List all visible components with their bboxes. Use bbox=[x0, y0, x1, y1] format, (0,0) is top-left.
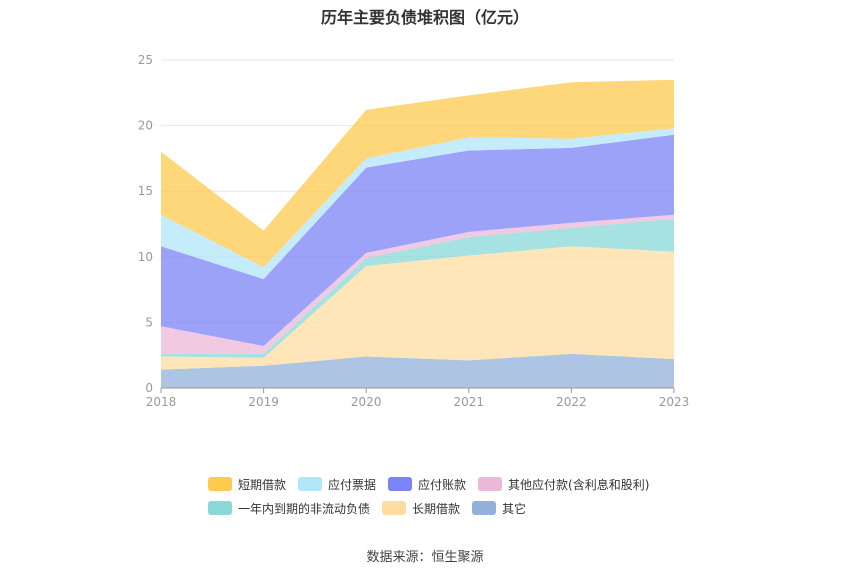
legend-label: 短期借款 bbox=[238, 477, 287, 492]
legend-label: 其他应付款(含利息和股利) bbox=[508, 477, 650, 492]
legend-item[interactable]: 长期借款 bbox=[382, 500, 460, 517]
area-series-1 bbox=[161, 246, 674, 370]
legend-item[interactable]: 其它 bbox=[472, 500, 526, 517]
legend-item[interactable]: 其他应付款(含利息和股利) bbox=[478, 476, 649, 493]
legend-swatch bbox=[478, 477, 503, 491]
x-tick-label: 2018 bbox=[146, 395, 177, 409]
x-tick-label: 2023 bbox=[659, 395, 690, 409]
area-series bbox=[161, 79, 674, 388]
legend-label: 长期借款 bbox=[412, 501, 461, 516]
legend-row: 一年内到期的非流动负债 长期借款 其它 bbox=[208, 496, 668, 520]
legend-swatch bbox=[388, 477, 413, 491]
legend-swatch bbox=[472, 501, 497, 515]
area-series-6 bbox=[161, 79, 674, 268]
source-note: 数据来源：恒生聚源 bbox=[366, 550, 484, 565]
y-tick-label: 0 bbox=[145, 381, 153, 395]
x-tick-label: 2022 bbox=[556, 395, 587, 409]
legend-swatch bbox=[208, 477, 232, 491]
legend-label: 一年内到期的非流动负债 bbox=[238, 501, 371, 516]
legend-item[interactable]: 一年内到期的非流动负债 bbox=[208, 500, 370, 517]
area-series-0 bbox=[161, 353, 674, 388]
legend-swatch bbox=[298, 477, 323, 491]
chart-title: 历年主要负债堆积图（亿元） bbox=[320, 8, 529, 27]
legend-item[interactable]: 应付票据 bbox=[298, 476, 376, 493]
legend-item[interactable]: 应付账款 bbox=[388, 476, 466, 493]
area-series-3 bbox=[161, 214, 674, 354]
y-tick-label: 15 bbox=[138, 184, 153, 198]
x-tick-label: 2021 bbox=[454, 395, 485, 409]
legend-label: 应付账款 bbox=[418, 477, 467, 492]
legend-label: 应付票据 bbox=[328, 477, 377, 492]
area-series-4 bbox=[161, 134, 674, 346]
y-tick-label: 20 bbox=[138, 119, 153, 133]
legend-label: 其它 bbox=[502, 501, 527, 516]
x-tick-label: 2019 bbox=[248, 395, 279, 409]
legend: 短期借款 应付票据 应付账款 其他应付款(含利息和股利) 一年内到期的非流动负债 长期借款… bbox=[208, 472, 668, 520]
legend-item[interactable]: 短期借款 bbox=[208, 476, 286, 493]
x-tick-label: 2020 bbox=[351, 395, 382, 409]
area-series-5 bbox=[161, 128, 674, 280]
axes: 0 5 10 15 20 25 2018 2019 2020 2021 2022 2023 bbox=[138, 53, 690, 409]
legend-row: 短期借款 应付票据 应付账款 其他应付款(含利息和股利) bbox=[208, 472, 668, 496]
legend-swatch bbox=[382, 501, 407, 515]
y-tick-label: 5 bbox=[145, 315, 153, 329]
y-tick-label: 10 bbox=[138, 250, 153, 264]
area-series-2 bbox=[161, 218, 674, 358]
legend-swatch bbox=[208, 501, 232, 515]
y-tick-label: 25 bbox=[138, 53, 153, 67]
